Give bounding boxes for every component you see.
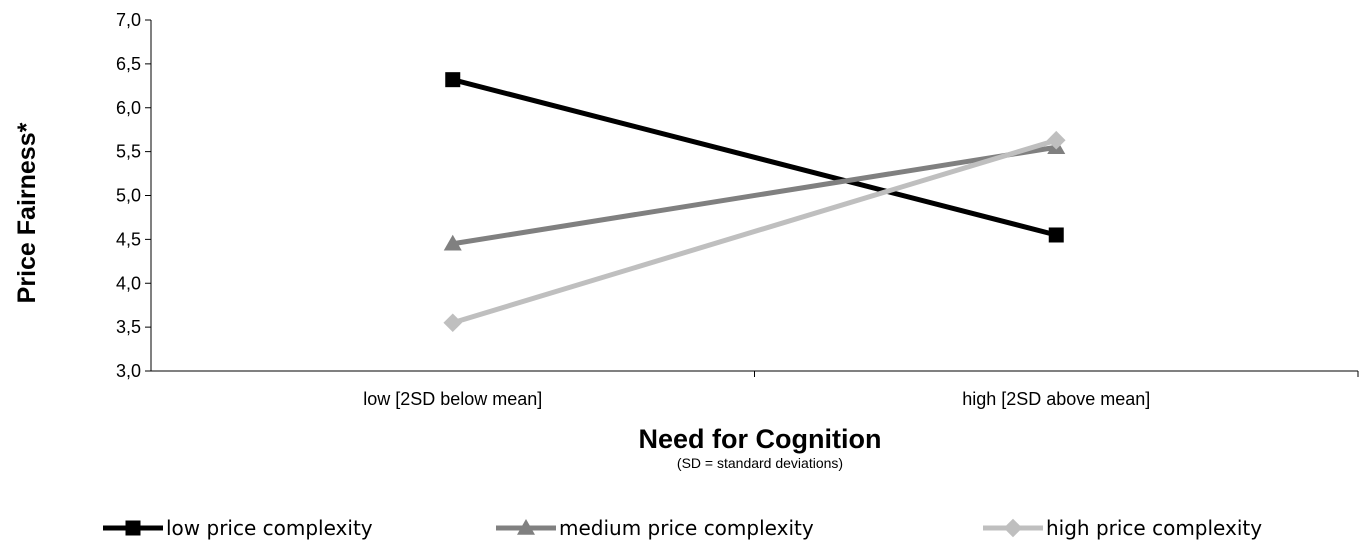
y-tick-label: 7,0 [116,10,141,30]
legend-label: high price complexity [1046,516,1262,540]
y-tick-labels: 3,0 3,5 4,0 4,5 5,0 5,5 6,0 6,5 7,0 [116,10,151,381]
series-line [453,80,1057,235]
series-lines [443,72,1065,332]
legend-marker-diamond [1004,519,1023,538]
y-tick-label: 6,5 [116,54,141,74]
data-point-square [1049,227,1064,242]
legend-item: high price complexity [983,516,1262,540]
y-tick-label: 4,0 [116,273,141,293]
data-point-square [445,72,460,87]
y-tick-label: 4,5 [116,229,141,249]
x-axis-sublabel: (SD = standard deviations) [677,455,843,471]
legend-marker-square [126,521,141,536]
data-point-diamond [443,313,462,332]
y-tick-label: 5,0 [116,186,141,206]
series-low-price-complexity [445,72,1064,242]
legend-label: medium price complexity [559,516,814,540]
x-tick-labels: low [2SD below mean] high [2SD above mean… [363,371,1358,409]
y-tick-label: 6,0 [116,98,141,118]
x-category-label: high [2SD above mean] [962,389,1150,409]
legend: low price complexity medium price complex… [103,516,1262,540]
y-tick-label: 5,5 [116,142,141,162]
y-tick-label: 3,0 [116,361,141,381]
legend-item: low price complexity [103,516,373,540]
x-category-label: low [2SD below mean] [363,389,542,409]
y-axis-label: Price Fairness* [13,122,41,303]
legend-label: low price complexity [166,516,373,540]
legend-item: medium price complexity [496,516,814,540]
y-tick-label: 3,5 [116,317,141,337]
x-axis-label: Need for Cognition [639,424,882,454]
